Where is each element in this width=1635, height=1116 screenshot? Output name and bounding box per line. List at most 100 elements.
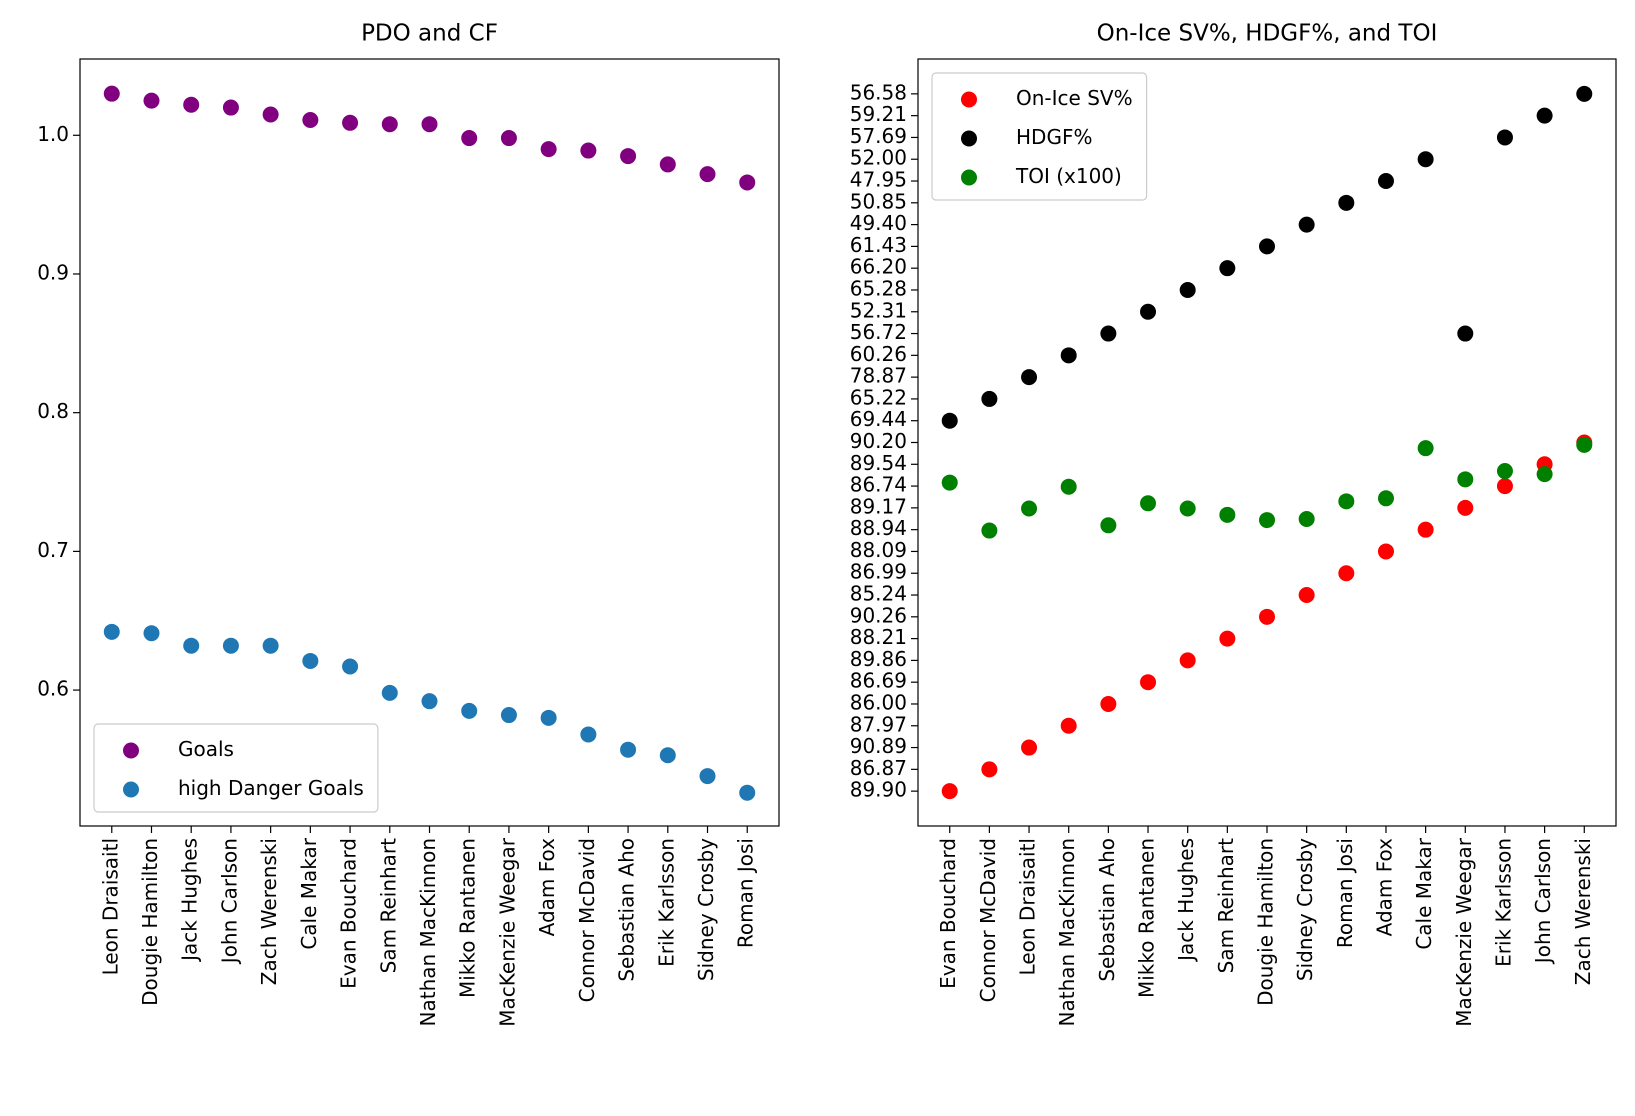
point — [739, 784, 756, 801]
point — [1219, 630, 1236, 647]
point — [1417, 521, 1434, 538]
subplot: On-Ice SV%, HDGF%, and TOI 89.9086.8790.8… — [850, 21, 1617, 1027]
y-tick-label: 69.44 — [850, 407, 907, 431]
point — [1259, 512, 1275, 529]
plot-frame — [917, 58, 1617, 827]
point — [941, 412, 958, 429]
x-tick-label: Adam Fox — [535, 838, 559, 937]
point — [620, 148, 637, 165]
x-tick-label: Sidney Crosby — [694, 838, 718, 981]
x-tick-label: Mikko Rantanen — [456, 838, 480, 998]
x-tick-label: Connor McDavid — [575, 838, 599, 1002]
point — [1179, 500, 1196, 517]
y-tick-label: 86.69 — [850, 669, 907, 693]
legend-label: On-Ice SV% — [1016, 86, 1133, 110]
legend-label: HDGF% — [1016, 125, 1092, 149]
chart-title: PDO and CF — [361, 21, 498, 47]
y-tick-label: 90.89 — [850, 734, 907, 758]
point — [183, 637, 200, 654]
point — [1100, 325, 1117, 342]
legend-label: TOI (x100) — [1015, 164, 1122, 188]
x-tick-label: Dougie Hamilton — [138, 838, 162, 1006]
point — [1219, 260, 1236, 277]
y-tick-label: 49.40 — [850, 211, 907, 235]
legend-marker — [123, 742, 139, 759]
point — [1496, 129, 1513, 146]
legend-frame — [93, 723, 379, 813]
point — [1219, 506, 1236, 523]
point — [1457, 471, 1474, 488]
y-tick-label: 0.7 — [37, 538, 69, 562]
y-tick-label: 59.21 — [850, 102, 907, 126]
x-tick-label: Roman Josi — [734, 838, 758, 948]
x-tick-label: Dougie Hamilton — [1254, 838, 1278, 1006]
point — [421, 693, 438, 710]
point — [1021, 739, 1038, 756]
x-tick-label: John Carlson — [1531, 838, 1555, 965]
point — [1259, 608, 1275, 625]
point — [461, 130, 478, 147]
point — [1060, 478, 1077, 495]
point — [421, 116, 438, 133]
y-tick-label: 65.22 — [850, 385, 907, 409]
y-tick-label: 90.26 — [850, 603, 907, 627]
point — [1298, 587, 1315, 604]
point — [1298, 216, 1315, 233]
plot-frame — [79, 58, 780, 827]
point — [540, 141, 557, 158]
x-tick-label: Leon Draisaitl — [98, 838, 122, 975]
x-tick-label: MacKenzie Weegar — [1452, 837, 1476, 1026]
legend-marker — [961, 130, 977, 147]
y-tick-label: 60.26 — [850, 342, 907, 366]
point — [302, 112, 319, 129]
x-tick-label: Erik Karlsson — [1491, 838, 1515, 967]
x-tick-label: Nathan MacKinnon — [1055, 838, 1079, 1026]
x-tick-label: Sam Reinhart — [376, 838, 400, 973]
point — [1338, 493, 1355, 510]
point — [1417, 151, 1434, 168]
y-tick-label: 90.20 — [850, 429, 907, 453]
point — [981, 390, 998, 407]
point — [659, 156, 676, 173]
point — [1457, 325, 1474, 342]
y-tick-label: 50.85 — [850, 189, 907, 213]
y-tick-label: 56.72 — [850, 320, 907, 344]
legend-frame — [931, 72, 1148, 201]
y-tick-label: 47.95 — [850, 168, 907, 192]
legend: On-Ice SV% HDGF% TOI (x100) — [931, 72, 1148, 201]
point — [1576, 85, 1593, 102]
y-tick-label: 89.17 — [850, 494, 907, 518]
point — [103, 623, 120, 640]
y-tick-label: 86.99 — [850, 560, 907, 584]
point — [222, 99, 239, 116]
point — [500, 707, 517, 724]
point — [183, 96, 200, 113]
point — [1259, 238, 1275, 255]
point — [941, 783, 958, 800]
point — [461, 702, 478, 719]
x-tick-label: Erik Karlsson — [654, 838, 678, 967]
point — [1536, 107, 1553, 124]
point — [659, 747, 676, 764]
point — [222, 637, 239, 654]
point — [1576, 436, 1593, 453]
y-tick-label: 1.0 — [37, 122, 69, 146]
point — [262, 637, 279, 654]
point — [1140, 495, 1157, 512]
y-tick-label: 61.43 — [850, 233, 907, 257]
x-tick-label: John Carlson — [217, 838, 241, 965]
point — [1457, 499, 1474, 516]
legend-label: Goals — [178, 737, 234, 761]
point — [143, 92, 160, 109]
legend-marker — [961, 169, 977, 186]
legend-marker — [961, 91, 977, 108]
y-tick-label: 65.28 — [850, 276, 907, 300]
point — [580, 726, 597, 743]
legend-marker — [123, 781, 139, 798]
point — [540, 709, 557, 726]
chart-title: On-Ice SV%, HDGF%, and TOI — [1097, 21, 1438, 47]
point — [699, 768, 716, 785]
y-tick-label: 88.09 — [850, 538, 907, 562]
point — [981, 522, 998, 539]
